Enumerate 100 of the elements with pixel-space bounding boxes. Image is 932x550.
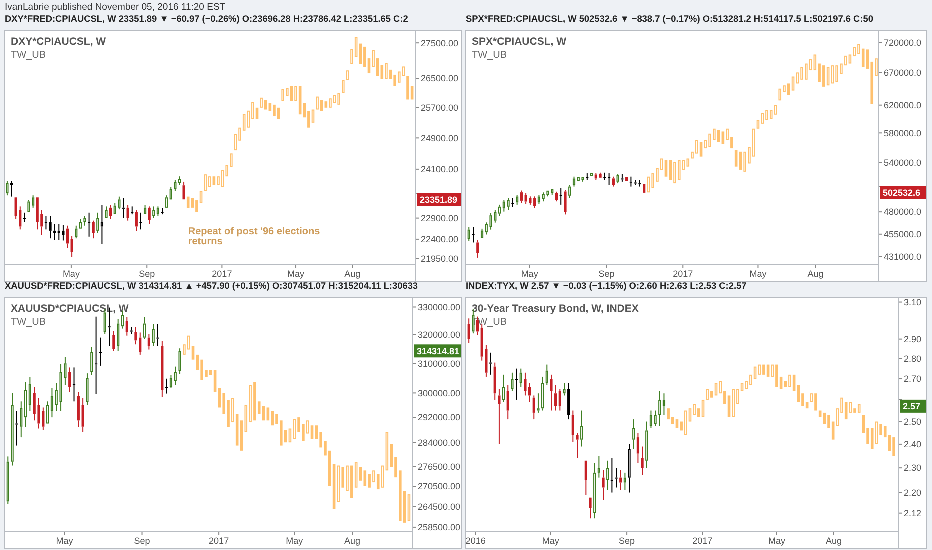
candlestick [602,470,605,501]
candlestick [66,225,70,249]
candlestick [546,190,550,198]
candlestick [342,80,345,94]
candlestick [615,468,618,488]
text: SPX*FRED:CPIAUCSL, W 502532.6 ▼ −838.7 (−0.17%) O:513281.2 H:514117.5 L:502197.6 C:50 [466,14,874,24]
candlestick [858,404,861,413]
y-tick-label: 455000.0 [884,230,922,240]
candlestick [580,410,584,448]
candlestick [594,462,596,520]
candlestick [121,310,124,330]
y-tick-label: 27500.00 [421,38,459,48]
candlestick [10,180,14,198]
candlestick [60,364,62,412]
candlestick [79,218,82,229]
annotation: Repeat of post '96 elections returns [188,226,321,248]
candlestick [144,204,147,214]
candlestick [156,206,160,217]
y-tick-label: 540000.0 [884,158,922,168]
y-tick-label: 22400.00 [421,234,459,245]
candlestick [346,70,350,80]
y-tick-label: 2.40 [904,440,922,450]
candlestick [90,346,94,376]
candlestick [620,470,622,491]
candlestick [131,206,134,216]
x-tick-label: Aug [826,536,842,546]
x-tick-label: Sep [134,536,150,546]
y-tick-label: 22900.00 [421,213,459,224]
x-tick-label: May [521,269,539,279]
candlestick [24,382,28,428]
candlestick [589,498,592,520]
candlestick [892,438,896,456]
candlestick [161,208,164,216]
y-tick-label: 320000.00 [418,330,461,340]
candlestick [84,216,86,226]
candlestick [638,180,642,188]
candlestick [46,401,50,424]
candlestick [16,410,18,446]
y-tick-label: 620000.0 [884,100,922,110]
candlestick [212,176,216,186]
candlestick [849,402,852,413]
x-tick-label: Sep [598,269,615,279]
y-tick-label: 2.90 [904,334,922,344]
text: DXY*FRED:CPIAUCSL, W 23351.89 ▼ −60.97 (−0.26%) O:23696.28 H:23786.42 L:23351.65 C:2 [5,14,408,24]
y-tick-label: 25700.00 [421,103,459,114]
text: TW_UB [472,50,508,61]
candlestick [520,368,522,388]
candlestick [472,226,475,244]
candlestick [700,142,703,157]
text: 502532.6 [883,188,921,198]
candlestick [515,368,518,400]
candlestick [550,374,553,412]
x-tick-label: 2017 [212,269,232,279]
candlestick [364,470,367,486]
candlestick [44,216,48,230]
x-tick-label: May [286,536,304,546]
candlestick [862,48,865,68]
candlestick [722,132,725,144]
candlestick [182,181,186,200]
candlestick [576,432,579,460]
y-tick-label: 24100.00 [421,164,459,175]
candlestick [135,209,138,232]
candlestick [100,204,104,245]
candlestick [512,198,514,208]
candlestick [624,472,626,491]
candlestick [114,202,116,214]
candlestick [664,160,668,177]
y-tick-label: 330000.00 [418,302,461,312]
candlestick [117,318,120,352]
y-tick-label: 270500.00 [418,482,461,492]
candlestick [166,195,168,208]
candlestick [62,224,65,242]
text: SPX*CPIAUCSL, W [472,36,567,48]
y-tick-label: 2.70 [904,374,922,384]
candlestick [572,410,574,443]
x-tick-label: Sep [619,536,636,546]
y-tick-label: 300000.00 [418,388,461,398]
y-tick-label: 2.20 [904,488,922,498]
candlestick [406,76,410,100]
y-tick-label: 264500.00 [418,502,461,512]
y-tick-label: 3.10 [904,297,922,308]
y-tick-label: 2.30 [904,463,922,474]
candlestick [140,212,142,230]
candlestick [502,200,506,212]
y-tick-label: 258500.00 [418,522,461,533]
candlestick [20,401,23,438]
candlestick [641,446,644,476]
candlestick [338,93,340,105]
x-tick-label: May [288,269,306,279]
candlestick [273,104,276,117]
x-tick-label: May [750,269,768,279]
candlestick [529,196,532,206]
candlestick [381,466,384,488]
y-tick-label: 284000.00 [418,438,461,448]
candlestick [156,324,160,347]
candlestick [732,389,736,418]
candlestick [734,150,738,167]
text: XAUUSD*FRED:CPIAUCSL, W 314314.81 ▲ +457.90 (+0.15%) O:307451.07 H:315204.11 L:30633 [5,281,418,291]
candlestick [105,206,108,218]
candlestick [49,216,52,240]
